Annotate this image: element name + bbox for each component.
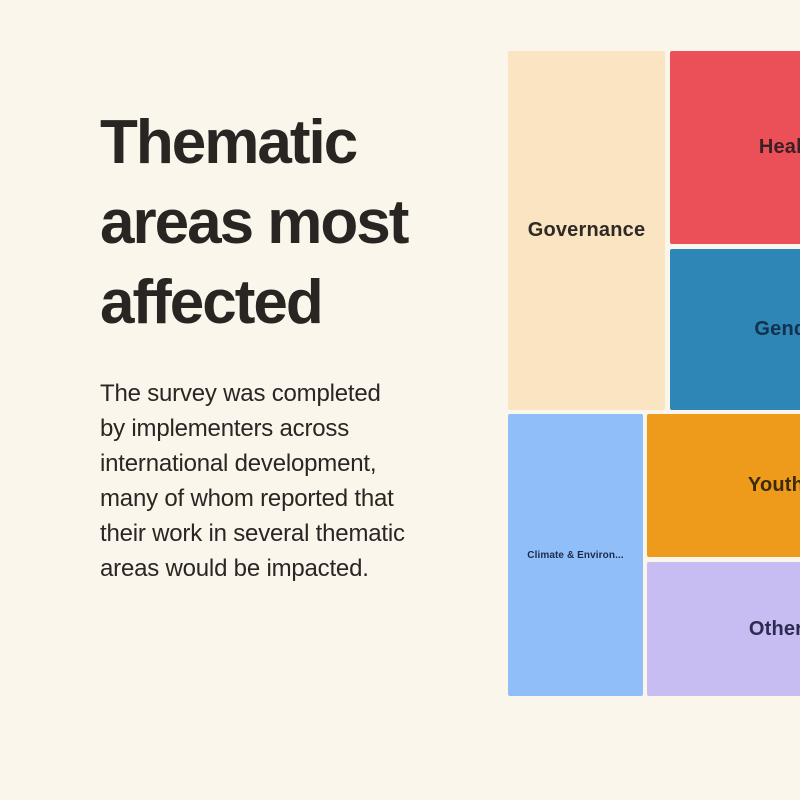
treemap-tile-youth-label: Youth [747,474,800,496]
treemap-chart: Governance Health Gender Climate & Envir… [508,51,800,696]
treemap-tile-youth: Youth [647,414,800,557]
intro-description: The survey was completed by implementers … [100,380,405,582]
treemap-tile-gender-label: Gender [754,318,800,340]
treemap-tile-governance: Governance [508,51,665,410]
treemap-tile-gender: Gender [670,249,800,410]
treemap-tile-other-label: Other [748,617,800,640]
treemap-tile-health-label: Health [758,136,800,158]
intro-section: Thematic areas most affected The survey wa… [100,103,440,586]
treemap-tile-other: Other [647,562,800,696]
treemap-tile-governance-label: Governance [527,219,646,241]
treemap-tile-climate: Climate & Environ... [508,414,643,696]
treemap-tile-health: Health [670,51,800,244]
page-title: Thematic areas most affected [100,108,409,337]
treemap-tile-climate-label: Climate & Environ... [527,549,624,561]
